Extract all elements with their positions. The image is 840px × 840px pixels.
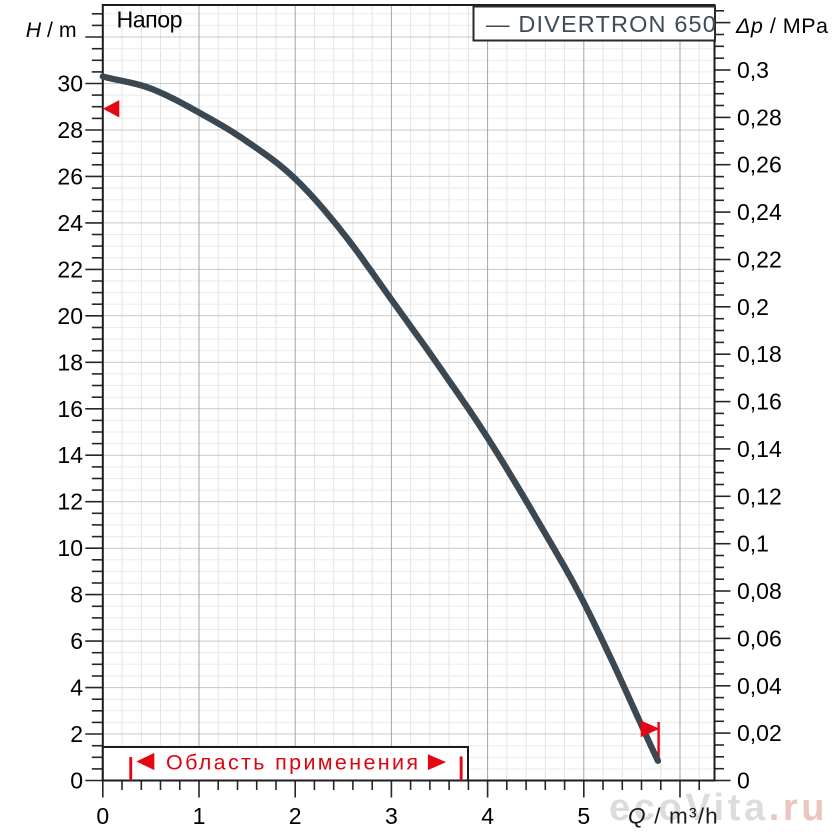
svg-text:Напор: Напор: [117, 7, 183, 33]
svg-text:2: 2: [70, 721, 83, 747]
svg-text:0,14: 0,14: [737, 436, 782, 462]
svg-text:30: 30: [57, 71, 83, 97]
svg-text:0,24: 0,24: [737, 199, 782, 225]
svg-text:— DIVERTRON 650: — DIVERTRON 650: [486, 11, 717, 37]
svg-text:18: 18: [57, 349, 83, 375]
svg-text:0,02: 0,02: [737, 720, 782, 746]
svg-text:20: 20: [57, 303, 83, 329]
svg-text:H / m: H / m: [26, 18, 77, 42]
svg-text:10: 10: [57, 535, 83, 561]
svg-text:0,22: 0,22: [737, 247, 782, 273]
svg-text:6: 6: [70, 628, 83, 654]
svg-text:26: 26: [57, 163, 83, 189]
svg-text:0,04: 0,04: [737, 673, 782, 699]
svg-text:3: 3: [385, 803, 398, 829]
svg-text:0,16: 0,16: [737, 389, 782, 415]
svg-text:Q / m³/h: Q / m³/h: [628, 804, 719, 829]
svg-text:0: 0: [70, 768, 83, 794]
svg-text:0,1: 0,1: [737, 531, 769, 557]
svg-text:0,06: 0,06: [737, 625, 782, 651]
svg-text:22: 22: [57, 256, 83, 282]
svg-text:0,08: 0,08: [737, 578, 782, 604]
svg-text:5: 5: [577, 803, 590, 829]
svg-text:ecoVita.ru: ecoVita.ru: [609, 787, 828, 829]
svg-text:8: 8: [70, 582, 83, 608]
svg-text:0,2: 0,2: [737, 294, 769, 320]
svg-text:0,12: 0,12: [737, 483, 782, 509]
svg-text:4: 4: [481, 803, 494, 829]
svg-text:4: 4: [70, 675, 83, 701]
svg-text:0,18: 0,18: [737, 341, 782, 367]
svg-text:0: 0: [737, 768, 750, 794]
svg-text:28: 28: [57, 117, 83, 143]
svg-text:1: 1: [193, 803, 206, 829]
svg-text:Δp / MPa: Δp / MPa: [735, 14, 829, 38]
svg-text:2: 2: [289, 803, 302, 829]
svg-text:12: 12: [57, 489, 83, 515]
svg-text:0,26: 0,26: [737, 152, 782, 178]
svg-text:24: 24: [57, 210, 83, 236]
svg-text:0,3: 0,3: [737, 57, 769, 83]
svg-text:0,28: 0,28: [737, 104, 782, 130]
svg-text:0: 0: [96, 803, 109, 829]
svg-text:Область применения: Область применения: [166, 751, 420, 775]
svg-text:16: 16: [57, 396, 83, 422]
svg-text:14: 14: [57, 442, 83, 468]
